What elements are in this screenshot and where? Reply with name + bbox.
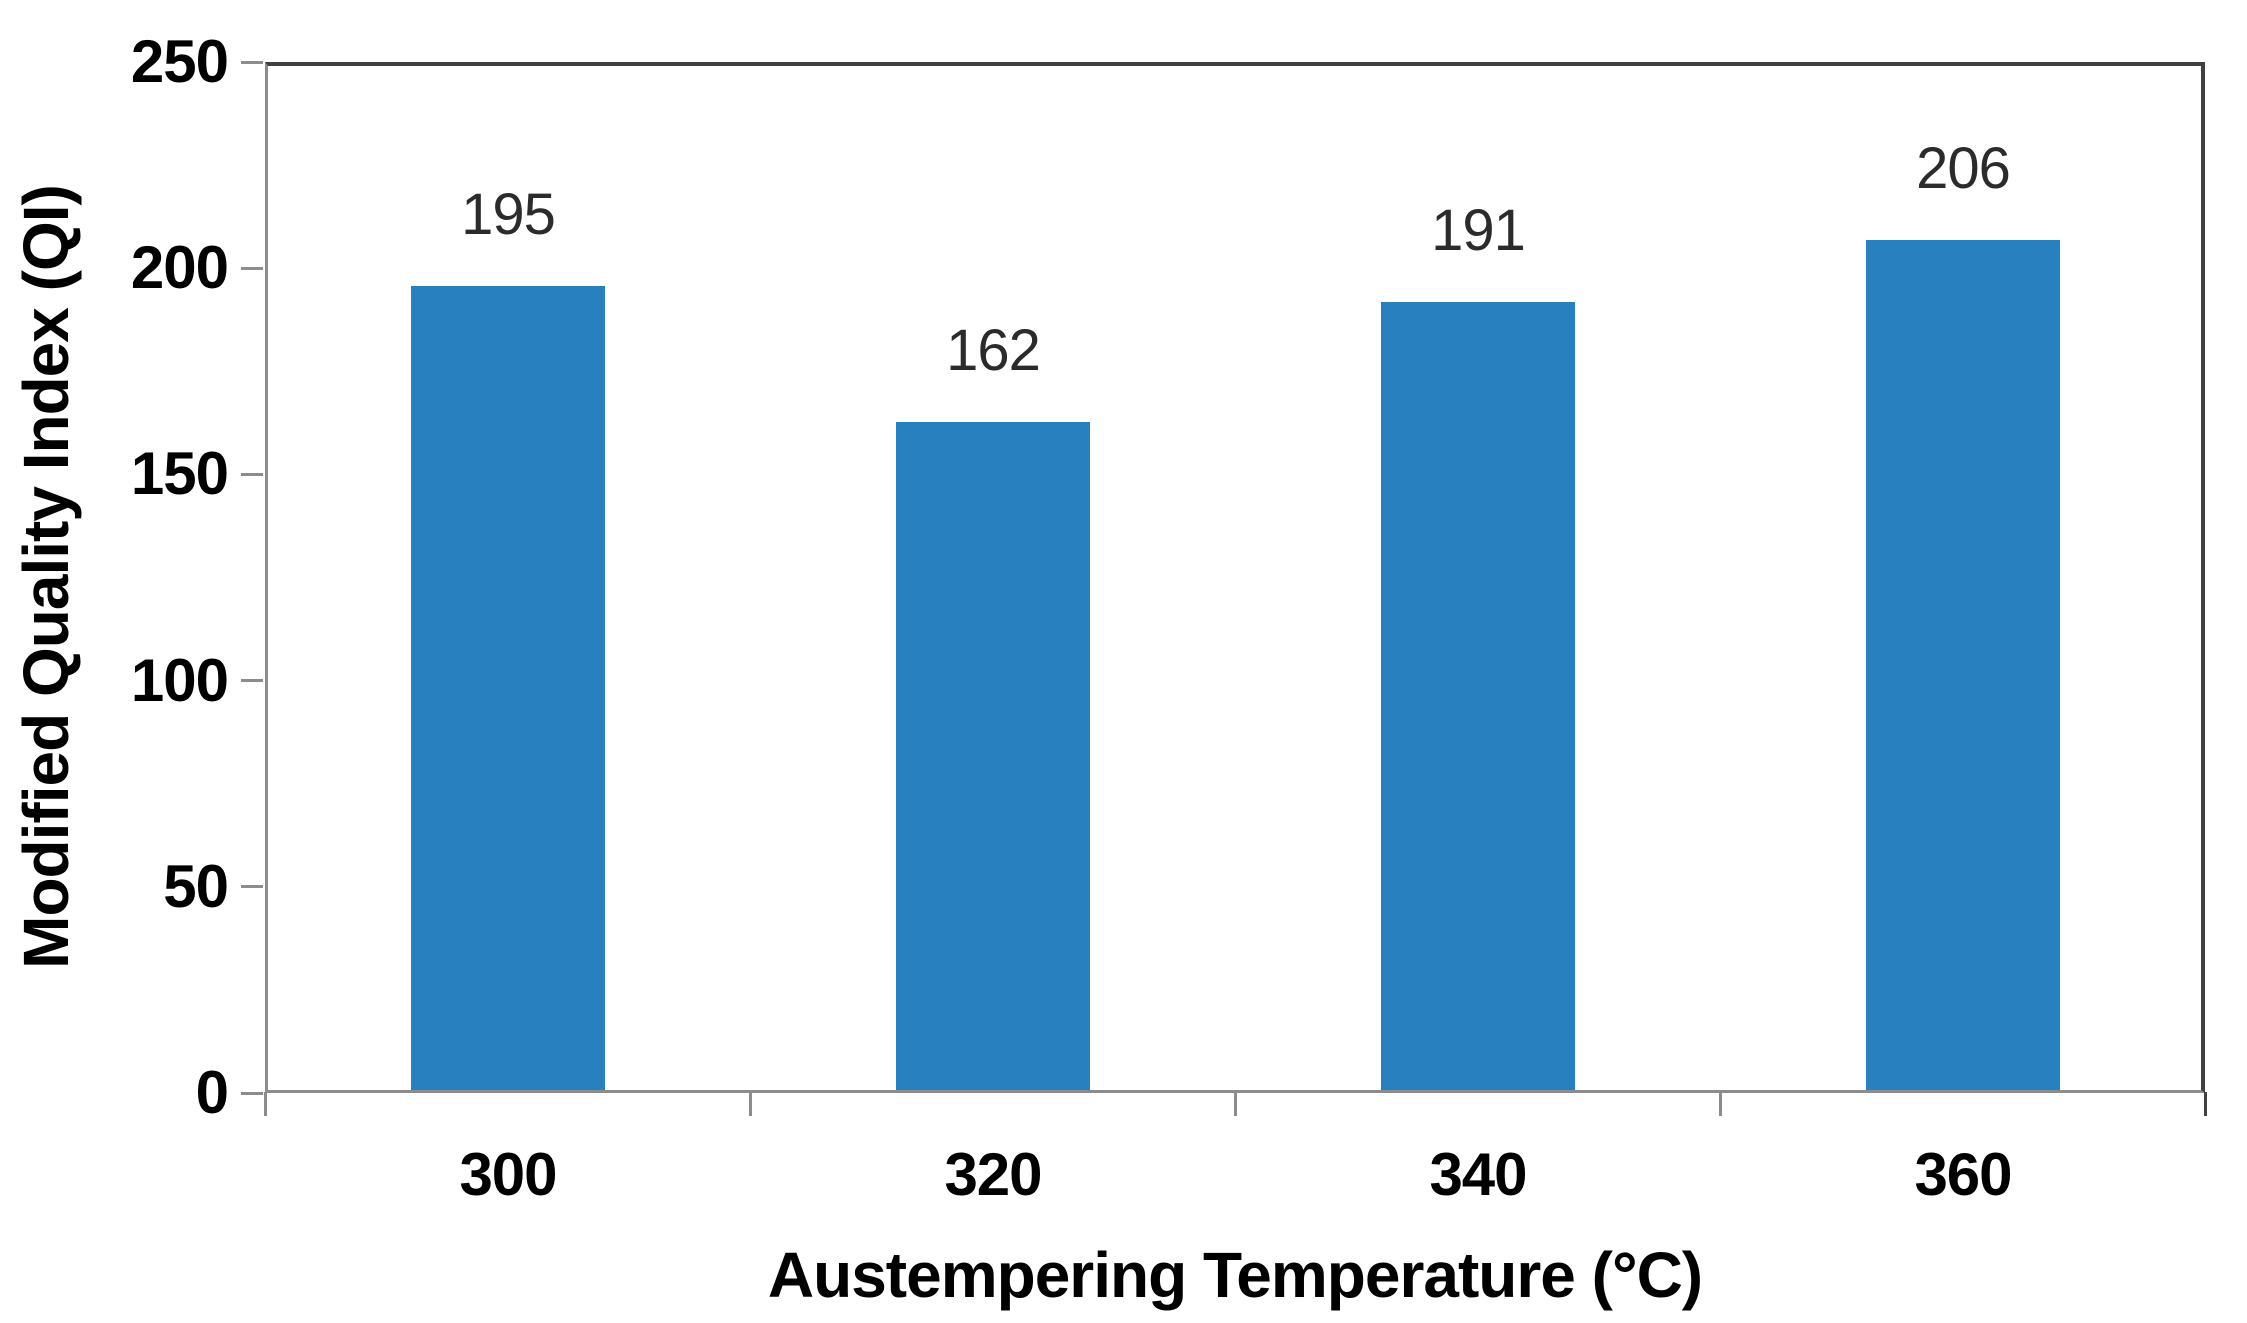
x-tick-mark bbox=[1719, 1092, 1722, 1116]
y-tick-mark bbox=[241, 473, 263, 476]
bar bbox=[1381, 302, 1575, 1090]
bar bbox=[896, 422, 1090, 1090]
x-tick-label: 300 bbox=[459, 1141, 557, 1208]
x-tick-mark bbox=[749, 1092, 752, 1116]
plot-area bbox=[265, 62, 2205, 1093]
y-tick-label: 150 bbox=[130, 440, 229, 507]
y-tick-label: 200 bbox=[130, 234, 229, 301]
bar-value-label: 191 bbox=[1431, 198, 1526, 263]
x-tick-label: 340 bbox=[1429, 1141, 1527, 1208]
bar-value-label: 195 bbox=[461, 182, 556, 247]
x-tick-label: 320 bbox=[944, 1141, 1042, 1208]
y-tick-mark bbox=[241, 61, 263, 64]
y-tick-mark bbox=[241, 885, 263, 888]
y-tick-label: 0 bbox=[195, 1059, 229, 1126]
y-tick-mark bbox=[241, 267, 263, 270]
y-axis-title: Modified Quality Index (QI) bbox=[10, 185, 82, 969]
x-tick-mark bbox=[1234, 1092, 1237, 1116]
x-tick-label: 360 bbox=[1914, 1141, 2012, 1208]
bar bbox=[1866, 240, 2060, 1090]
y-tick-label: 100 bbox=[130, 647, 229, 714]
y-tick-label: 50 bbox=[163, 853, 229, 920]
bar-value-label: 162 bbox=[946, 318, 1041, 383]
x-tick-mark bbox=[264, 1092, 267, 1116]
x-tick-mark bbox=[2204, 1092, 2207, 1116]
y-tick-label: 250 bbox=[130, 28, 229, 95]
x-axis-title: Austempering Temperature (°C) bbox=[767, 1239, 1703, 1311]
y-tick-mark bbox=[241, 1092, 263, 1095]
bar bbox=[411, 286, 605, 1090]
bar-value-label: 206 bbox=[1916, 136, 2011, 201]
y-tick-mark bbox=[241, 679, 263, 682]
